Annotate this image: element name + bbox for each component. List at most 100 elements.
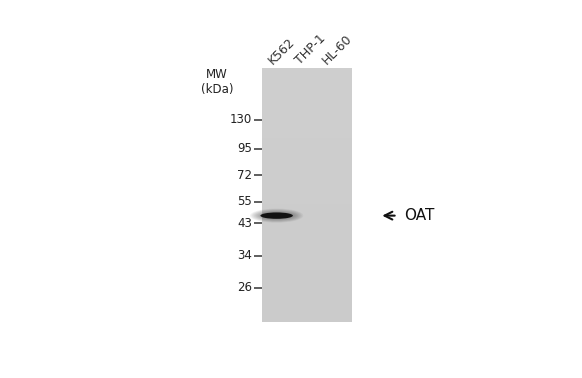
Bar (262, 82, 353, 84)
Bar (262, 301, 353, 303)
Bar (262, 269, 353, 271)
Bar (262, 122, 353, 124)
Bar (262, 254, 353, 256)
Text: MW: MW (206, 68, 228, 81)
Bar (262, 274, 353, 276)
Bar (262, 144, 353, 146)
Bar (262, 283, 353, 285)
Bar (262, 183, 353, 185)
Bar (262, 316, 353, 319)
Bar (262, 240, 353, 243)
Bar (262, 109, 353, 111)
Bar (262, 308, 353, 310)
Bar (262, 266, 353, 268)
Bar (262, 119, 353, 121)
Bar (262, 276, 353, 278)
Bar (262, 310, 353, 312)
Bar (262, 207, 353, 209)
Bar (262, 257, 353, 259)
Bar (262, 203, 353, 205)
Bar (262, 198, 353, 200)
Bar (262, 209, 353, 211)
Bar (262, 88, 353, 91)
Ellipse shape (258, 211, 296, 220)
Bar (262, 262, 353, 265)
Bar (262, 185, 353, 187)
Bar (262, 237, 353, 239)
Bar (262, 249, 353, 251)
Bar (262, 148, 353, 150)
Text: 34: 34 (237, 249, 252, 262)
Bar (262, 300, 353, 302)
Bar (262, 136, 353, 138)
Bar (262, 268, 353, 270)
Bar (262, 105, 353, 107)
Bar (262, 256, 353, 258)
Bar (262, 279, 353, 281)
Bar (262, 225, 353, 227)
Bar (262, 235, 353, 237)
Bar (262, 218, 353, 221)
Bar (262, 242, 353, 244)
Bar (262, 170, 353, 172)
Text: 26: 26 (237, 281, 252, 294)
Bar (262, 278, 353, 280)
Bar (262, 215, 353, 217)
Bar (262, 290, 353, 291)
Bar (262, 166, 353, 168)
Bar (262, 134, 353, 136)
Bar (262, 87, 353, 89)
Bar (262, 177, 353, 178)
Bar (262, 181, 353, 183)
Text: (kDa): (kDa) (201, 82, 233, 96)
Bar (262, 92, 353, 94)
Bar (262, 171, 353, 173)
Text: HL-60: HL-60 (320, 32, 355, 67)
Bar (262, 129, 353, 131)
Bar (262, 107, 353, 109)
Bar (262, 158, 353, 160)
Bar (262, 75, 353, 77)
Bar (262, 214, 353, 215)
Bar (262, 160, 353, 161)
Bar (262, 99, 353, 101)
Text: 130: 130 (230, 113, 252, 126)
Bar (262, 261, 353, 263)
Bar (262, 293, 353, 295)
Bar (262, 69, 353, 322)
Bar (262, 318, 353, 320)
Bar (262, 311, 353, 313)
Bar (262, 200, 353, 202)
Bar (262, 202, 353, 204)
Bar (262, 151, 353, 153)
Bar (262, 296, 353, 298)
Bar (262, 220, 353, 222)
Bar (262, 273, 353, 274)
Bar (262, 313, 353, 315)
Bar (262, 210, 353, 212)
Bar (262, 77, 353, 79)
Bar (262, 244, 353, 246)
Bar (262, 94, 353, 96)
Bar (262, 298, 353, 300)
Bar (262, 112, 353, 114)
Bar (262, 291, 353, 293)
Bar (262, 155, 353, 156)
Bar (262, 234, 353, 236)
Text: 95: 95 (237, 142, 252, 155)
Bar (262, 149, 353, 151)
Bar (262, 315, 353, 317)
Bar (262, 70, 353, 72)
Bar (262, 247, 353, 249)
Bar (262, 259, 353, 261)
Bar (262, 294, 353, 297)
Bar (262, 186, 353, 189)
Bar (262, 85, 353, 87)
Bar (262, 117, 353, 119)
Text: THP-1: THP-1 (293, 32, 328, 67)
Bar (262, 131, 353, 133)
Bar (262, 79, 353, 81)
Bar (262, 164, 353, 167)
Bar (262, 95, 353, 98)
Bar (262, 217, 353, 219)
